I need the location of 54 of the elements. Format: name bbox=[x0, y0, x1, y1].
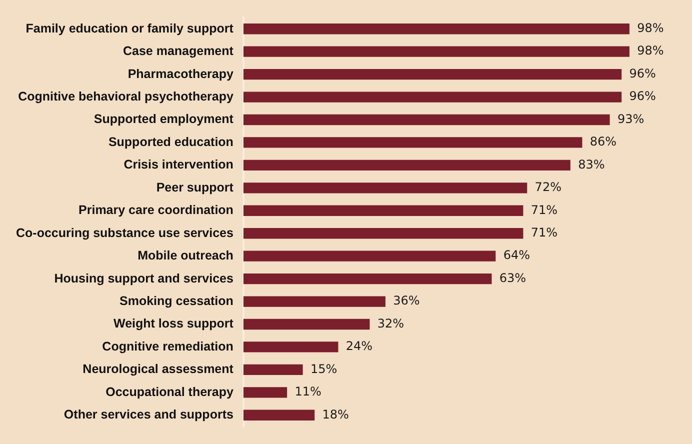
bar bbox=[243, 228, 524, 239]
data-label: 64% bbox=[503, 248, 530, 262]
y-tick-label: Cognitive behavioral psychotherapy bbox=[18, 89, 234, 104]
data-label: 83% bbox=[578, 157, 605, 172]
y-tick-label: Supported education bbox=[108, 134, 234, 149]
y-tick-label: Crisis intervention bbox=[124, 158, 234, 172]
y-tick-label: Peer support bbox=[156, 180, 234, 194]
y-tick-label: Pharmacotherapy bbox=[128, 66, 234, 81]
y-tick-label: Weight loss support bbox=[114, 316, 234, 331]
data-label: 71% bbox=[530, 225, 558, 240]
data-label: 32% bbox=[377, 316, 404, 330]
data-label: 98% bbox=[637, 20, 664, 35]
y-tick-label: Housing support and services bbox=[54, 271, 234, 286]
bar bbox=[243, 364, 303, 376]
y-tick-label: Co-occuring substance use services bbox=[16, 226, 234, 240]
bar bbox=[243, 205, 524, 216]
data-label: 36% bbox=[393, 294, 420, 308]
bar bbox=[243, 410, 315, 420]
y-tick-label: Supported employment bbox=[94, 112, 234, 126]
data-label: 98% bbox=[637, 44, 664, 58]
data-label: 71% bbox=[530, 202, 558, 217]
data-label: 18% bbox=[322, 407, 349, 422]
bar bbox=[243, 273, 492, 284]
data-label: 96% bbox=[629, 66, 656, 80]
bar bbox=[243, 68, 622, 80]
data-label: 93% bbox=[617, 112, 644, 126]
y-tick-label: Occupational therapy bbox=[106, 384, 234, 399]
bar bbox=[243, 137, 582, 148]
bar bbox=[243, 92, 622, 102]
bar bbox=[243, 182, 528, 194]
y-tick-label: Neurological assessment bbox=[82, 362, 234, 376]
y-tick-label: Case management bbox=[122, 44, 234, 58]
y-tick-label: Cognitive remediation bbox=[102, 339, 234, 354]
y-tick-label: Mobile outreach bbox=[138, 248, 234, 263]
bar bbox=[243, 160, 570, 171]
data-label: 11% bbox=[294, 384, 322, 399]
bar bbox=[243, 296, 386, 307]
data-label: 15% bbox=[310, 362, 338, 376]
bar bbox=[243, 24, 630, 34]
bar bbox=[243, 250, 496, 262]
data-label: 63% bbox=[499, 270, 526, 285]
data-label: 72% bbox=[534, 180, 562, 194]
bar bbox=[243, 114, 610, 126]
data-label: 24% bbox=[346, 339, 373, 354]
y-tick-label: Smoking cessation bbox=[120, 294, 234, 308]
data-label: 86% bbox=[590, 134, 617, 149]
bar bbox=[243, 46, 630, 57]
bar bbox=[243, 342, 338, 352]
y-tick-label: Family education or family support bbox=[26, 21, 234, 36]
y-tick-label: Primary care coordination bbox=[78, 203, 234, 218]
data-label: 96% bbox=[629, 89, 656, 104]
bar bbox=[243, 318, 370, 330]
bar bbox=[243, 387, 288, 398]
y-tick-label: Other services and supports bbox=[64, 408, 234, 422]
